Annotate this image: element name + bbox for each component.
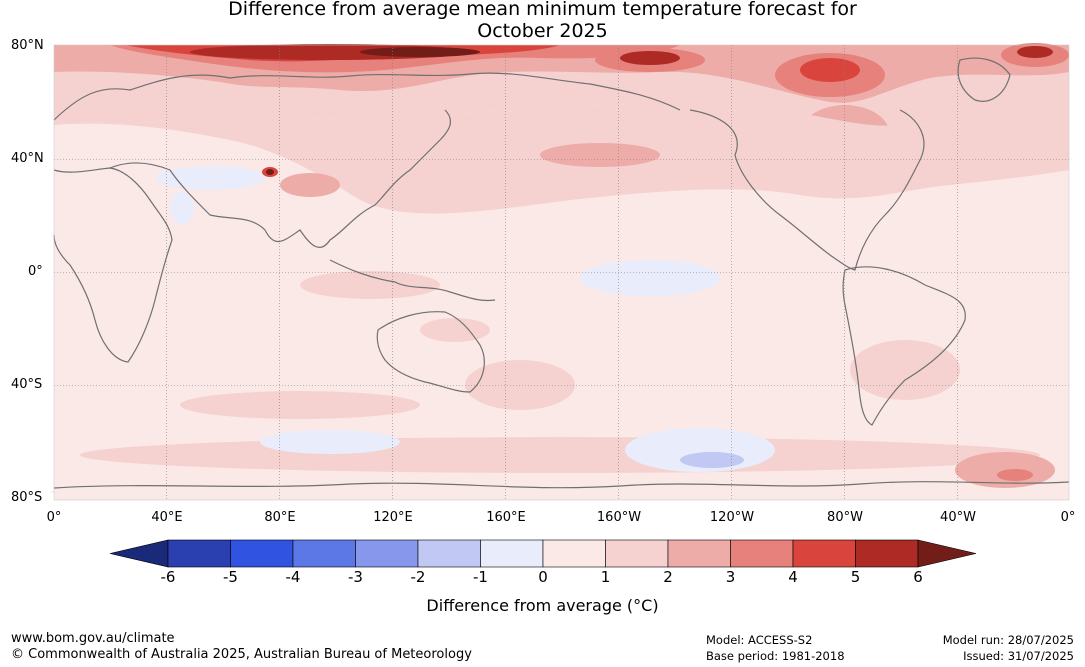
- base-period: Base period: 1981-2018: [706, 649, 845, 663]
- weddell-sea-warm-patch: [955, 452, 1055, 488]
- colorbar-title: Difference from average (°C): [426, 596, 659, 615]
- colorbar-swatch-4_5: [792, 539, 856, 568]
- colorbar-swatches: [109, 539, 977, 568]
- forecast-anomaly-map: [50, 43, 1070, 501]
- colorbar-arrow-high: [917, 539, 977, 568]
- tibet-hotspot-core: [266, 169, 274, 175]
- weddell-sea-warm-core: [997, 469, 1033, 481]
- colorbar-tick--6: -6: [160, 568, 176, 586]
- map-frame: [53, 44, 1070, 501]
- southern-ocean-warm-band: [80, 437, 1040, 473]
- lon-label-40e: 40°E: [151, 510, 183, 525]
- colorbar-swatch--6_-5: [167, 539, 231, 568]
- central-asia-cool-patch: [155, 166, 265, 190]
- arctic-anomaly-peak-gt-6: [360, 47, 480, 57]
- colorbar-swatch--1_0: [480, 539, 544, 568]
- footer-left: www.bom.gov.au/climate © Commonwealth of…: [11, 631, 472, 663]
- colorbar-tick-1: 1: [600, 568, 611, 586]
- colorbar-swatch-1_2: [605, 539, 669, 568]
- greenland-coastline: [957, 57, 1011, 102]
- lat-label-40s: 40°S: [11, 377, 43, 392]
- colorbar-tick--1: -1: [473, 568, 488, 586]
- north-america-coastline: [689, 109, 925, 271]
- colorbar-swatch-5_6: [855, 539, 919, 568]
- canada-arctic-anomaly-4-5: [800, 58, 860, 82]
- lon-label-160w: 160°W: [596, 510, 642, 525]
- maritime-continent-coastline: [329, 259, 496, 302]
- colorbar-swatch--4_-3: [292, 539, 356, 568]
- colorbar-tick-0: 0: [538, 568, 548, 586]
- eurasia-southern-coastline: [109, 109, 452, 248]
- colorbar-swatch-2_3: [667, 539, 731, 568]
- colorbar-tick--5: -5: [223, 568, 238, 586]
- pacific-warm-patch: [540, 143, 660, 167]
- lon-label-80e: 80°E: [264, 510, 296, 525]
- lat-label-80n: 80°N: [11, 38, 44, 53]
- coastlines: [53, 57, 1070, 489]
- greenland-anomaly-5-6: [1017, 46, 1053, 58]
- antarctica-coastline: [53, 481, 1070, 489]
- maritime-continent-warm-patch: [420, 318, 490, 342]
- equatorial-pacific-cool-patch: [580, 260, 720, 296]
- colorbar-arrow-low: [109, 539, 169, 568]
- lat-label-equator: 0°: [28, 264, 43, 279]
- colorbar-swatch--5_-4: [230, 539, 294, 568]
- model-name: Model: ACCESS-S2: [706, 633, 813, 647]
- colorbar-tick-2: 2: [663, 568, 673, 586]
- lon-label-120e: 120°E: [373, 510, 413, 525]
- antarctic-coast-band: [50, 485, 1070, 499]
- colorbar-tick-6: 6: [913, 568, 923, 586]
- lat-label-40n: 40°N: [11, 151, 44, 166]
- colorbar-tick-3: 3: [725, 568, 736, 586]
- colorbar-tick-4: 4: [788, 568, 798, 586]
- asia-warm-patch: [280, 173, 340, 197]
- lon-label-80w: 80°W: [827, 510, 863, 525]
- south-atlantic-warm-patch: [180, 391, 420, 419]
- lat-label-80s: 80°S: [11, 490, 43, 505]
- lon-label-120w: 120°W: [709, 510, 755, 525]
- lon-label-0-right: 0°: [1060, 510, 1076, 525]
- south-america-coastline: [842, 266, 966, 426]
- siberia-anomaly-5-6: [620, 51, 680, 65]
- model-run-date: Model run: 28/07/2025: [942, 633, 1074, 647]
- colorbar-swatch--3_-2: [355, 539, 419, 568]
- map-title-line-1: Difference from average mean minimum tem…: [228, 0, 857, 20]
- colorbar-tick--2: -2: [410, 568, 426, 586]
- arabia-cool-patch: [170, 192, 194, 224]
- footer-dates: Model run: 28/07/2025 Issued: 31/07/2025: [943, 632, 1074, 664]
- southern-ocean-cool-core: [680, 452, 744, 468]
- lon-label-40w: 40°W: [940, 510, 976, 525]
- website-link[interactable]: www.bom.gov.au/climate: [11, 631, 175, 646]
- colorbar-swatch-0_1: [542, 539, 606, 568]
- australia-coastline: [376, 311, 485, 393]
- copyright-text: © Commonwealth of Australia 2025, Austra…: [11, 647, 472, 662]
- footer-model-info: Model: ACCESS-S2 Base period: 1981-2018: [706, 632, 845, 664]
- lon-label-0-left: 0°: [46, 510, 62, 525]
- africa-coastline: [53, 167, 173, 363]
- gridlines: [54, 45, 1069, 500]
- south-america-warm-patch: [850, 340, 960, 400]
- colorbar-swatch--2_-1: [417, 539, 481, 568]
- issued-date: Issued: 31/07/2025: [963, 649, 1074, 663]
- southern-ocean-cool-patch-2: [260, 430, 400, 454]
- colorbar-swatch-3_4: [730, 539, 794, 568]
- map-title-line-2: October 2025: [477, 20, 608, 42]
- colorbar-tick--3: -3: [348, 568, 363, 586]
- eurasia-northern-coastline: [53, 72, 681, 121]
- indian-ocean-warm-patch: [300, 271, 440, 299]
- south-pacific-warm-patch: [465, 360, 575, 410]
- colorbar-tick--4: -4: [285, 568, 301, 586]
- colorbar-tick-5: 5: [850, 568, 861, 586]
- lon-label-160e: 160°E: [486, 510, 526, 525]
